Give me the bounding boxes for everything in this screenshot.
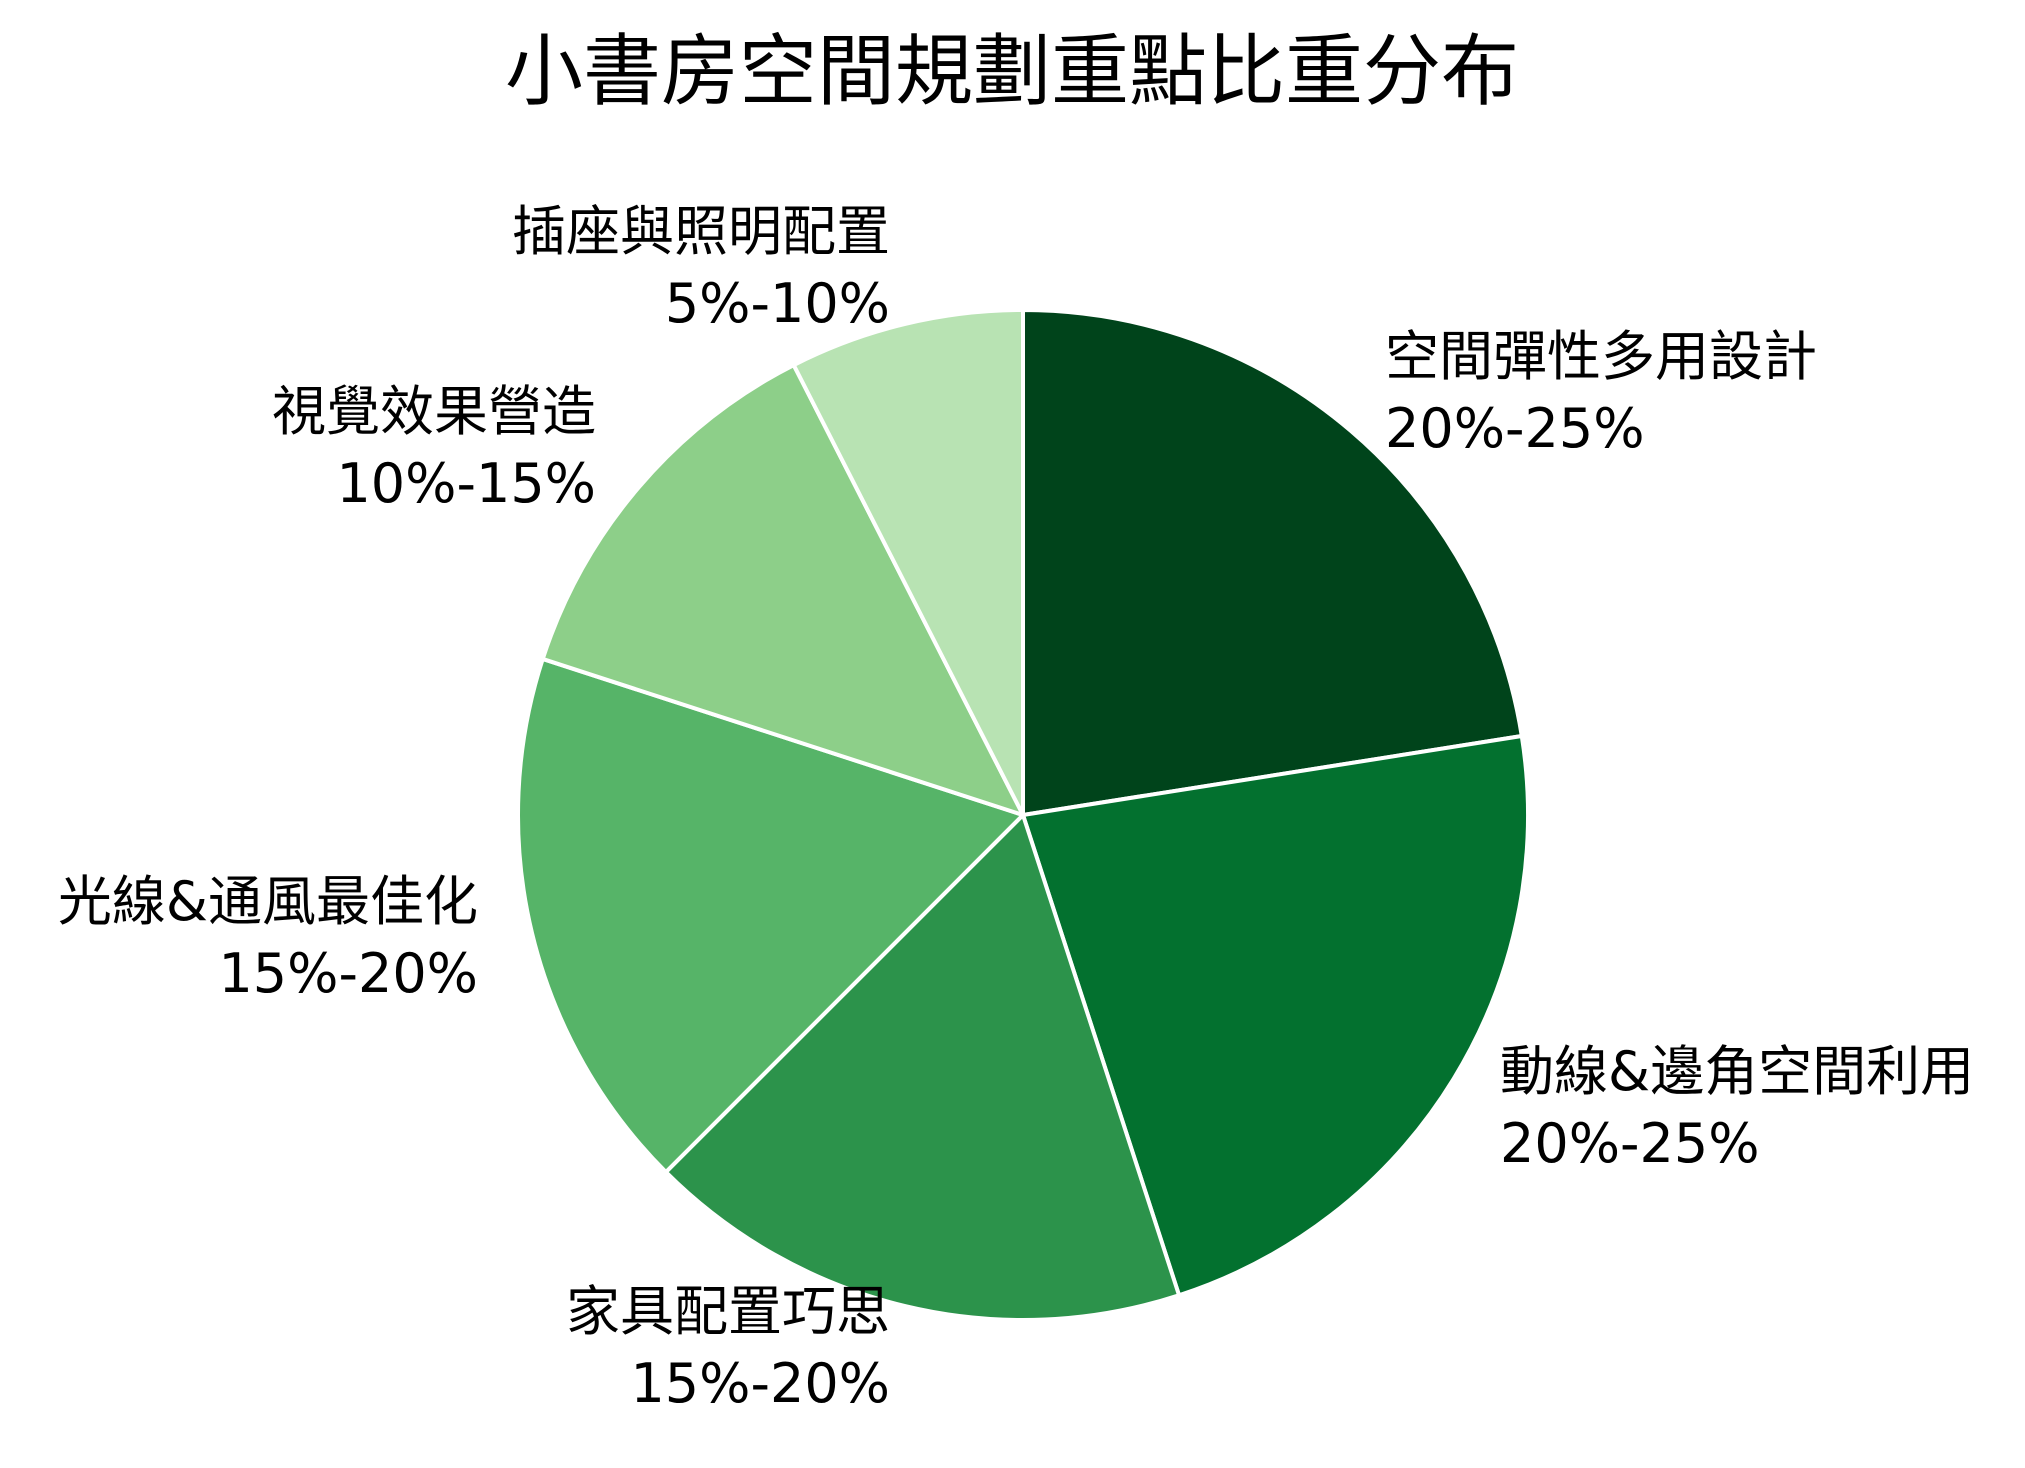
pie-slice-5: [540, 363, 1025, 817]
slice-label-3: 家具配置巧思: [566, 1280, 890, 1343]
pie-slices: [516, 308, 1530, 1322]
slice-label-6: 插座與照明配置: [512, 200, 890, 263]
pie-slice-1: [1021, 308, 1524, 817]
slice-range-6: 5%-10%: [665, 272, 890, 335]
pie-slice-6: [791, 308, 1025, 817]
slice-range-5: 10%-15%: [336, 452, 596, 515]
slice-label-4: 光線&通風最佳化: [58, 870, 478, 933]
pie-labels: 空間彈性多用設計 20%-25% 動線&邊角空間利用 20%-25% 家具配置巧思 15%…: [58, 200, 1974, 1415]
slice-label-5: 視覺效果營造: [272, 380, 596, 443]
slice-range-4: 15%-20%: [218, 942, 478, 1005]
pie-slice-3: [663, 813, 1182, 1322]
slice-range-3: 15%-20%: [630, 1352, 890, 1415]
slice-range-2: 20%-25%: [1500, 1112, 1760, 1175]
chart-title: 小書房空間規劃重點比重分布: [505, 27, 1519, 117]
pie-slice-2: [1021, 734, 1530, 1298]
slice-label-1: 空間彈性多用設計: [1385, 325, 1817, 388]
pie-slice-4: [516, 656, 1025, 1175]
slice-range-1: 20%-25%: [1385, 397, 1645, 460]
slice-label-2: 動線&邊角空間利用: [1500, 1040, 1974, 1103]
